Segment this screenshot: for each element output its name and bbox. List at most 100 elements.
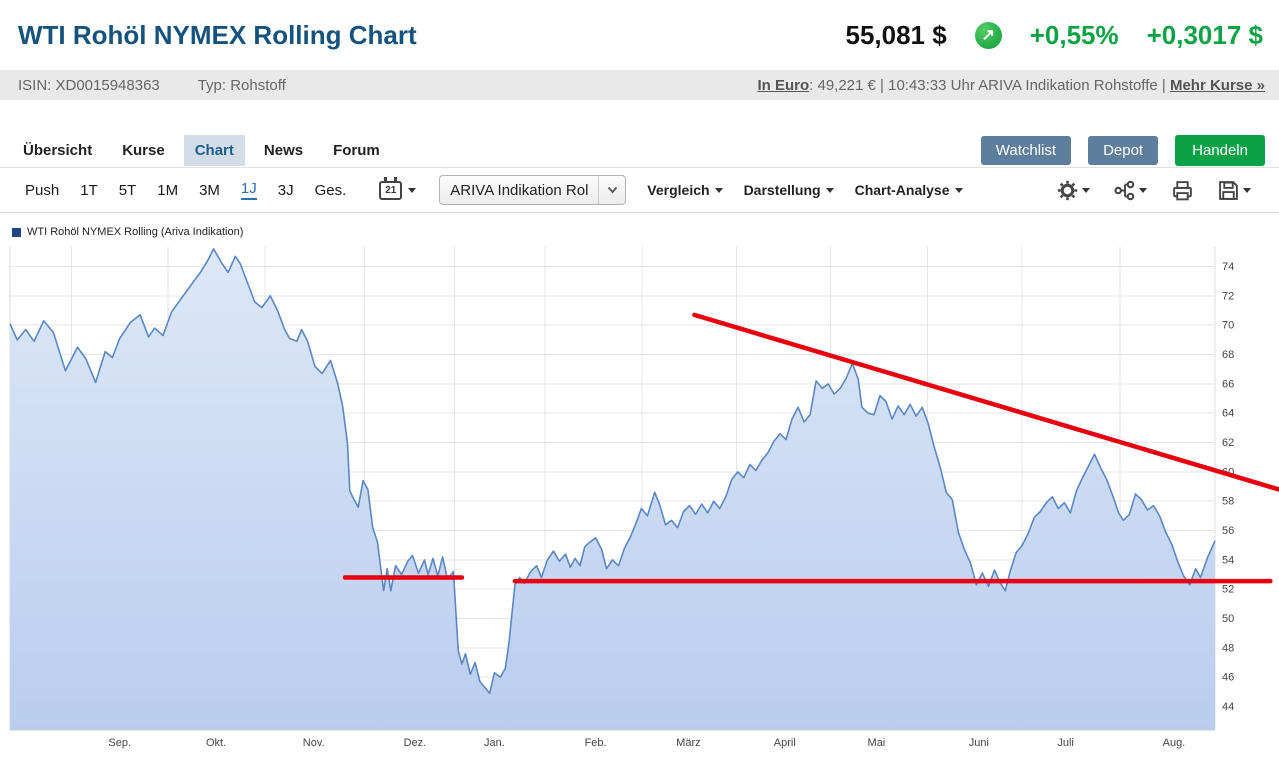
price-chart-svg[interactable]: 44464850525456586062646668707274Sep.Okt.… — [0, 246, 1279, 765]
change-percent: +0,55% — [1029, 19, 1119, 50]
range-1t[interactable]: 1T — [80, 181, 98, 199]
price-area-series — [9, 248, 1216, 730]
chart-legend: WTI Rohöl NYMEX Rolling (Ariva Indikatio… — [12, 226, 243, 238]
range-5t[interactable]: 5T — [118, 181, 137, 199]
svg-text:56: 56 — [1222, 525, 1234, 537]
dropdown-caret-icon — [954, 187, 963, 193]
save-button[interactable] — [1218, 180, 1251, 201]
chart-analyse-label: Chart-Analyse — [854, 182, 950, 198]
handeln-button[interactable]: Handeln — [1175, 134, 1265, 166]
settings-button[interactable] — [1057, 180, 1090, 201]
date-picker-button[interactable]: 21 — [379, 176, 417, 200]
darstellung-menu[interactable]: Darstellung — [744, 182, 834, 198]
svg-text:März: März — [676, 737, 700, 749]
dropdown-caret-icon — [408, 187, 417, 193]
nav-row: Übersicht Kurse Chart News Forum Watchli… — [0, 133, 1279, 167]
svg-text:72: 72 — [1222, 290, 1234, 302]
chart-toolbar: Push 1T 5T 1M 3M 1J 3J Ges. 21 ARIVA Ind… — [0, 167, 1279, 213]
svg-text:44: 44 — [1222, 701, 1234, 713]
svg-text:Juli: Juli — [1057, 737, 1074, 749]
isin-value: ISIN: XD0015948363 — [18, 76, 160, 94]
toolbar-icons — [1057, 180, 1251, 201]
print-button[interactable] — [1171, 180, 1194, 201]
current-price: 55,081 $ — [845, 19, 947, 50]
series-select-value: ARIVA Indikation Rol — [450, 181, 589, 199]
svg-text:Feb.: Feb. — [585, 737, 607, 749]
push-toggle[interactable]: Push — [25, 181, 60, 199]
dropdown-caret-icon — [714, 187, 723, 193]
x-axis-labels: Sep. Okt. Nov. Dez. Jan. Feb. März April Mai Juni… — [108, 737, 1185, 749]
tab-chart[interactable]: Chart — [183, 134, 245, 166]
dropdown-caret-icon — [1082, 187, 1090, 193]
svg-text:62: 62 — [1222, 437, 1234, 449]
select-divider — [598, 176, 600, 204]
svg-text:58: 58 — [1222, 496, 1234, 508]
range-1j[interactable]: 1J — [240, 180, 257, 200]
svg-text:Okt.: Okt. — [206, 737, 226, 749]
svg-text:Dez.: Dez. — [404, 737, 427, 749]
trendline-annotations[interactable] — [342, 312, 1279, 584]
legend-swatch — [12, 227, 21, 237]
tab-kurse[interactable]: Kurse — [122, 141, 165, 159]
svg-text:48: 48 — [1222, 642, 1234, 654]
change-absolute: +0,3017 $ — [1146, 19, 1263, 50]
svg-text:Aug.: Aug. — [1163, 737, 1186, 749]
dropdown-caret-icon — [1139, 187, 1147, 193]
range-3m[interactable]: 3M — [199, 181, 220, 199]
tab-news[interactable]: News — [263, 141, 304, 159]
svg-text:74: 74 — [1222, 261, 1234, 273]
svg-text:Sep.: Sep. — [108, 737, 131, 749]
svg-text:Mai: Mai — [868, 737, 886, 749]
tab-forum[interactable]: Forum — [333, 141, 380, 159]
legend-label: WTI Rohöl NYMEX Rolling (Ariva Indikatio… — [27, 226, 244, 238]
vergleich-menu[interactable]: Vergleich — [647, 182, 723, 198]
settings-gear-icon — [1057, 180, 1078, 200]
watchlist-button[interactable]: Watchlist — [980, 135, 1072, 165]
info-bar: ISIN: XD0015948363 Typ: Rohstoff In Euro… — [0, 70, 1279, 100]
svg-text:70: 70 — [1222, 320, 1234, 332]
header: WTI Rohöl NYMEX Rolling Chart 55,081 $ ↗… — [0, 0, 1279, 70]
indicators-button[interactable] — [1114, 180, 1147, 201]
select-chevron-icon — [599, 186, 625, 194]
calendar-icon: 21 — [379, 176, 403, 200]
range-ges[interactable]: Ges. — [314, 181, 347, 199]
in-euro-link[interactable]: In Euro — [757, 76, 810, 94]
chart-analyse-menu[interactable]: Chart-Analyse — [855, 182, 963, 198]
svg-text:52: 52 — [1222, 584, 1234, 596]
svg-text:54: 54 — [1222, 554, 1234, 566]
nav-buttons: Watchlist Depot Handeln — [980, 134, 1265, 166]
save-icon — [1219, 180, 1238, 200]
descending-trendline — [692, 312, 1279, 492]
type-value: Typ: Rohstoff — [197, 76, 286, 94]
more-quotes-link[interactable]: Mehr Kurse » — [1169, 76, 1265, 94]
euro-quote-text: : 49,221 € | 10:43:33 Uhr ARIVA Indikati… — [809, 76, 1170, 94]
darstellung-label: Darstellung — [743, 182, 821, 198]
svg-text:Juni: Juni — [969, 737, 989, 749]
svg-text:50: 50 — [1222, 613, 1234, 625]
quote-block: 55,081 $ ↗ +0,55% +0,3017 $ — [845, 20, 1263, 51]
dropdown-caret-icon — [825, 187, 834, 193]
depot-button[interactable]: Depot — [1088, 135, 1159, 165]
y-axis-labels: 44464850525456586062646668707274 — [1222, 261, 1234, 713]
nav-tabs: Übersicht Kurse Chart News Forum — [12, 134, 981, 166]
svg-text:Jan.: Jan. — [484, 737, 505, 749]
price-up-icon: ↗ — [974, 21, 1002, 49]
svg-text:April: April — [774, 737, 796, 749]
svg-text:68: 68 — [1222, 349, 1234, 361]
tab-uebersicht[interactable]: Übersicht — [23, 141, 93, 159]
svg-text:64: 64 — [1222, 408, 1234, 420]
range-1m[interactable]: 1M — [157, 181, 179, 199]
page-title: WTI Rohöl NYMEX Rolling Chart — [18, 19, 417, 50]
quote-meta: In Euro: 49,221 € | 10:43:33 Uhr ARIVA I… — [757, 77, 1265, 94]
vergleich-label: Vergleich — [647, 182, 710, 198]
svg-text:Nov.: Nov. — [303, 737, 325, 749]
range-3j[interactable]: 3J — [277, 181, 294, 199]
instrument-meta: ISIN: XD0015948363 Typ: Rohstoff — [18, 77, 320, 94]
printer-icon — [1173, 180, 1192, 200]
svg-text:66: 66 — [1222, 378, 1234, 390]
svg-text:46: 46 — [1222, 672, 1234, 684]
dropdown-caret-icon — [1243, 187, 1251, 193]
series-select[interactable]: ARIVA Indikation Rol — [439, 175, 627, 205]
chart-section: WTI Rohöl NYMEX Rolling (Ariva Indikatio… — [0, 213, 1279, 765]
